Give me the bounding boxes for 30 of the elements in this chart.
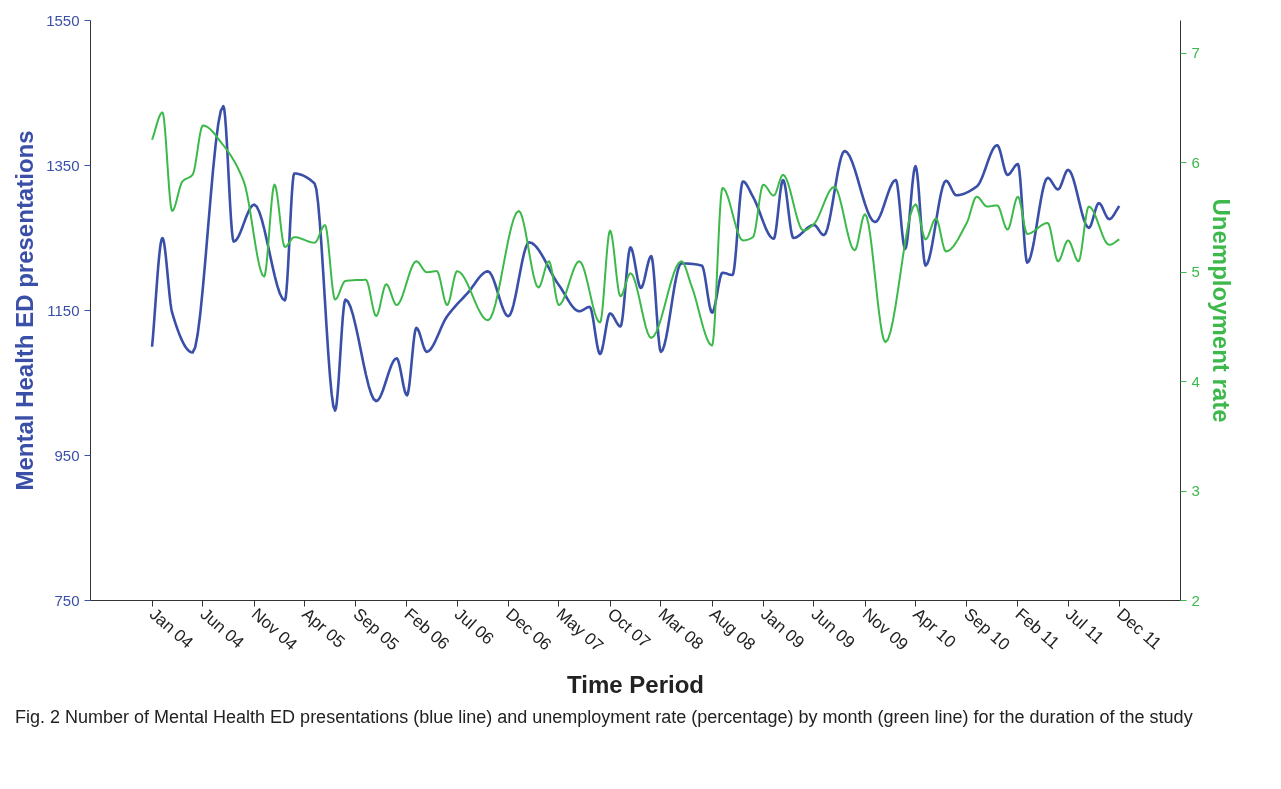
x-tick-label: Aug 08: [705, 604, 759, 655]
y-axis-title: Mental Health ED presentations: [11, 130, 39, 491]
y-tick-label: 1150: [47, 301, 80, 319]
x-tick-label: Apr 10: [909, 604, 960, 652]
x-tick-label: Apr 05: [298, 604, 349, 652]
y-tick-label: 750: [54, 591, 80, 609]
x-tick-label: Jun 09: [807, 604, 859, 653]
y2-tick-label: 5: [1191, 263, 1200, 281]
x-tick-label: Nov 09: [858, 604, 912, 655]
y-tick-label: 1350: [46, 156, 80, 174]
y2-tick-label: 4: [1191, 372, 1200, 390]
x-tick-label: Jul 11: [1061, 604, 1108, 648]
x-tick-label: Jun 04: [196, 604, 248, 653]
y2-tick-label: 7: [1191, 44, 1200, 62]
y-tick-label: 1550: [46, 11, 80, 29]
x-axis-title: Time Period: [567, 670, 704, 698]
x-tick-label: Sep 10: [960, 604, 1014, 655]
x-tick-label: Jan 09: [757, 604, 808, 653]
x-tick-label: Mar 08: [654, 604, 707, 654]
x-tick-label: Feb 11: [1011, 604, 1064, 653]
x-tick-label: Nov 04: [247, 604, 301, 655]
caption: Fig. 2 Number of Mental Health ED presentations (blue line) and unemployment rate (percentage) by month (green line) for the duration of the study: [15, 706, 1193, 729]
y2-tick-label: 3: [1191, 482, 1200, 500]
y2-axis-title: Unemployment rate: [1207, 198, 1235, 423]
x-tick-label: Dec 11: [1113, 604, 1166, 654]
x-tick-label: Jan 04: [145, 604, 197, 653]
y2-tick-label: 6: [1191, 153, 1200, 171]
y2-tick-label: 2: [1191, 591, 1200, 609]
y-tick-label: 950: [54, 446, 80, 464]
x-tick-label: Sep 05: [349, 604, 403, 655]
